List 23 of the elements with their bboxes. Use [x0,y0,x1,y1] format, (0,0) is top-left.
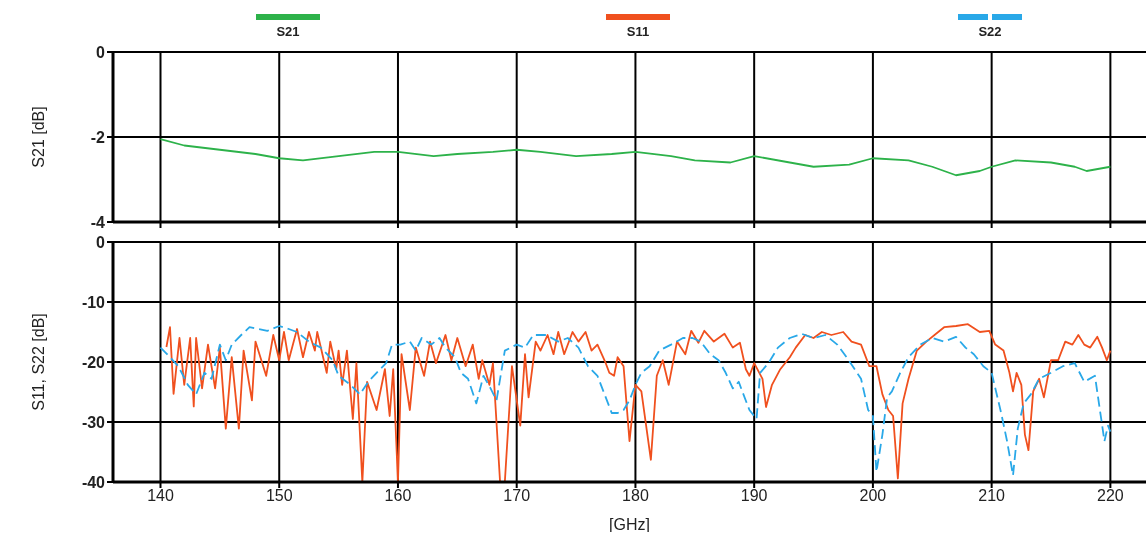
x-tick-label: 180 [622,487,649,505]
x-tick-label: 140 [147,487,174,505]
x-tick-label: 200 [859,487,887,505]
x-tick-label: 190 [740,487,768,505]
y-tick-label: 0 [96,43,106,61]
x-tick-label: 170 [503,487,531,505]
x-tick-label: 150 [265,487,293,505]
y-tick-label: 0 [96,233,106,251]
x-tick-label: 220 [1097,487,1124,505]
y-tick-label: -2 [90,128,106,146]
legend-label: S11 [626,24,650,39]
x-tick-label: 210 [978,487,1006,505]
y-tick-label: -30 [81,413,106,431]
y-axis-title: S21 [dB] [29,106,47,168]
line-series [159,138,1112,177]
y-axis-title: S11, S22 [dB] [29,313,47,411]
y-tick-label: -4 [90,213,106,231]
y-tick-label: -20 [81,353,106,371]
legend-label: S21 [276,24,300,39]
y-tick-label: -40 [81,473,106,491]
legend-label: S22 [978,24,1002,39]
y-tick-label: -10 [81,293,106,311]
x-tick-label: 160 [384,487,412,505]
